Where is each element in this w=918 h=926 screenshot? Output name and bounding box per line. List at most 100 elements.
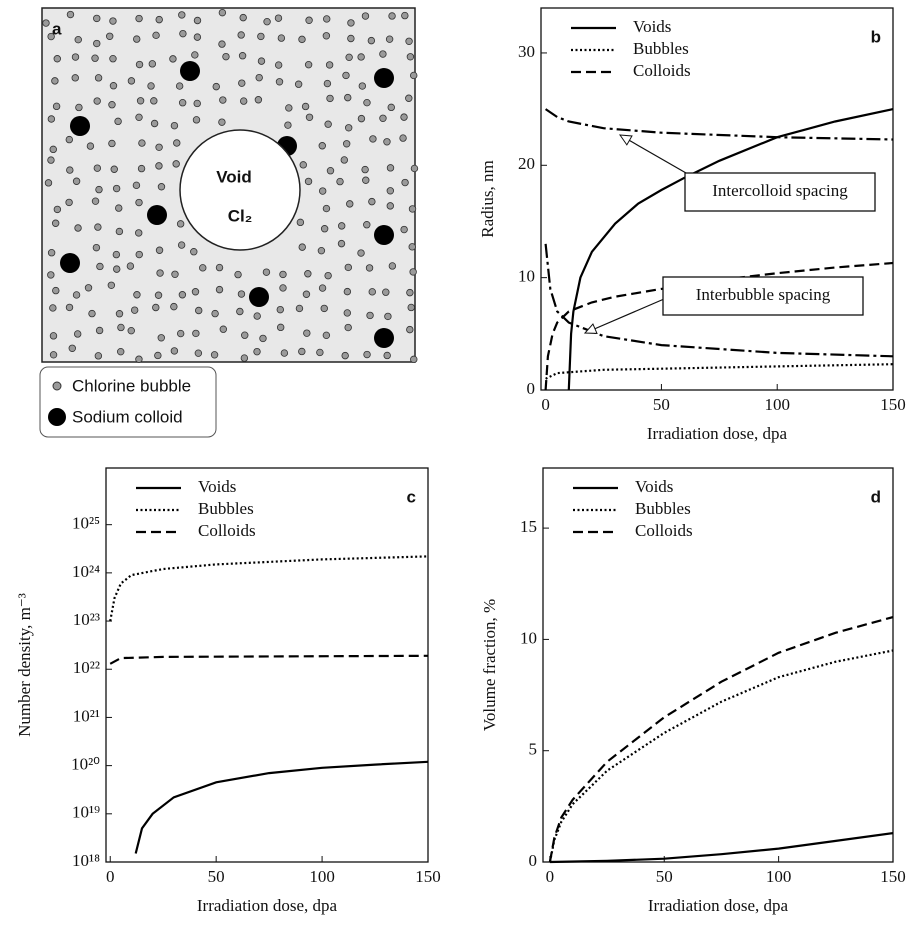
y-tick-label: 10²² (73, 658, 100, 677)
chlorine-bubble (344, 323, 352, 332)
chlorine-bubble (47, 156, 55, 164)
chlorine-bubble (152, 31, 160, 40)
panel-a-legend-box (39, 366, 217, 438)
chlorine-bubble (324, 120, 332, 128)
chlorine-bubble (215, 285, 224, 294)
chlorine-bubble (210, 351, 219, 359)
chlorine-bubble (336, 177, 344, 186)
chlorine-bubble (388, 262, 397, 270)
chlorine-bubble (106, 32, 114, 40)
chlorine-bubble (303, 329, 311, 337)
chlorine-bubble (73, 330, 82, 338)
x-tick-label: 0 (106, 867, 115, 886)
chlorine-bubble (109, 54, 117, 63)
legend-label: Sodium colloid (72, 407, 183, 426)
chlorine-bubble (405, 94, 413, 102)
chlorine-bubble (298, 35, 306, 44)
chlorine-bubble (176, 329, 185, 338)
annotation-box (662, 276, 864, 316)
chlorine-bubble (192, 116, 201, 124)
x-tick-label: 100 (766, 867, 792, 886)
chlorine-bubble (340, 156, 348, 164)
chlorine-bubble (259, 334, 267, 343)
chlorine-bubble (305, 113, 314, 122)
legend-label: Bubbles (635, 499, 691, 518)
chlorine-bubble (294, 80, 303, 88)
chlorine-bubble (326, 94, 334, 103)
chlorine-bubble (316, 348, 324, 357)
chlorine-bubble (147, 82, 155, 90)
y-axis-label: Radius, nm (478, 160, 497, 237)
chlorine-bubble (115, 310, 124, 318)
chlorine-bubble (238, 79, 246, 87)
chlorine-bubble (71, 74, 79, 82)
x-tick-label: 150 (880, 395, 906, 414)
y-tick-label: 20 (518, 154, 535, 173)
chlorine-bubble (113, 265, 121, 273)
chlorine-bubble (240, 354, 249, 362)
y-tick-label: 10²⁰ (71, 755, 100, 774)
chlorine-bubble (367, 36, 376, 45)
chlorine-bubble (42, 19, 50, 27)
chlorine-bubble (383, 351, 391, 360)
chlorine-bubble (71, 53, 80, 61)
y-tick-label: 10²⁵ (72, 514, 100, 533)
chlorine-bubble (343, 287, 352, 296)
legend-label: Chlorine bubble (72, 376, 191, 395)
chlorine-bubble (156, 269, 164, 277)
chlorine-bubble (337, 222, 346, 230)
chlorine-bubble (298, 347, 306, 356)
legend-bubble (52, 381, 62, 391)
chlorine-bubble (215, 263, 224, 272)
chlorine-bubble (93, 97, 101, 105)
legend-label: Voids (635, 477, 673, 496)
chlorine-bubble (133, 35, 141, 43)
void (179, 129, 301, 251)
chlorine-bubble (193, 99, 201, 108)
chlorine-bubble (178, 99, 187, 107)
chlorine-bubble (190, 248, 198, 256)
chlorine-bubble (274, 61, 283, 69)
chlorine-bubble (324, 271, 332, 280)
chlorine-bubble (169, 55, 177, 63)
x-tick-label: 0 (546, 867, 555, 886)
chlorine-bubble (406, 53, 415, 61)
legend-label: Colloids (198, 521, 256, 540)
chlorine-bubble (326, 167, 335, 175)
chlorine-bubble (179, 29, 187, 38)
chlorine-bubble (362, 176, 370, 184)
chlorine-bubble (135, 250, 143, 259)
chlorine-bubble (219, 325, 228, 333)
chlorine-bubble (173, 139, 181, 147)
chlorine-bubble (409, 268, 417, 276)
panel-label: c (407, 487, 416, 506)
sodium-colloid (249, 287, 269, 307)
series-line (549, 832, 894, 864)
chlorine-bubble (279, 270, 287, 279)
chlorine-bubble (135, 113, 143, 122)
chlorine-bubble (262, 268, 271, 276)
chlorine-bubble (126, 262, 135, 270)
chlorine-bubble (155, 162, 163, 170)
chlorine-bubble (387, 103, 395, 112)
chlorine-bubble (65, 135, 74, 144)
chlorine-bubble (91, 54, 99, 62)
chlorine-bubble (170, 121, 179, 130)
sodium-colloid (374, 68, 394, 88)
y-tick-label: 30 (518, 42, 535, 61)
chlorine-bubble (318, 187, 327, 195)
chlorine-bubble (410, 164, 419, 173)
chlorine-bubble (155, 246, 164, 254)
legend-label: Voids (198, 477, 236, 496)
chlorine-bubble (386, 187, 395, 195)
x-axis-label: Irradiation dose, dpa (647, 424, 788, 443)
chlorine-bubble (277, 34, 286, 42)
y-tick-label: 10²³ (73, 610, 100, 629)
chlorine-bubble (342, 71, 350, 80)
y-axis-label: Number density, m⁻³ (15, 593, 34, 737)
x-tick-label: 150 (415, 867, 441, 886)
annotation-arrowhead (618, 134, 633, 146)
chlorine-bubble (68, 344, 76, 352)
chlorine-bubble (408, 205, 417, 213)
